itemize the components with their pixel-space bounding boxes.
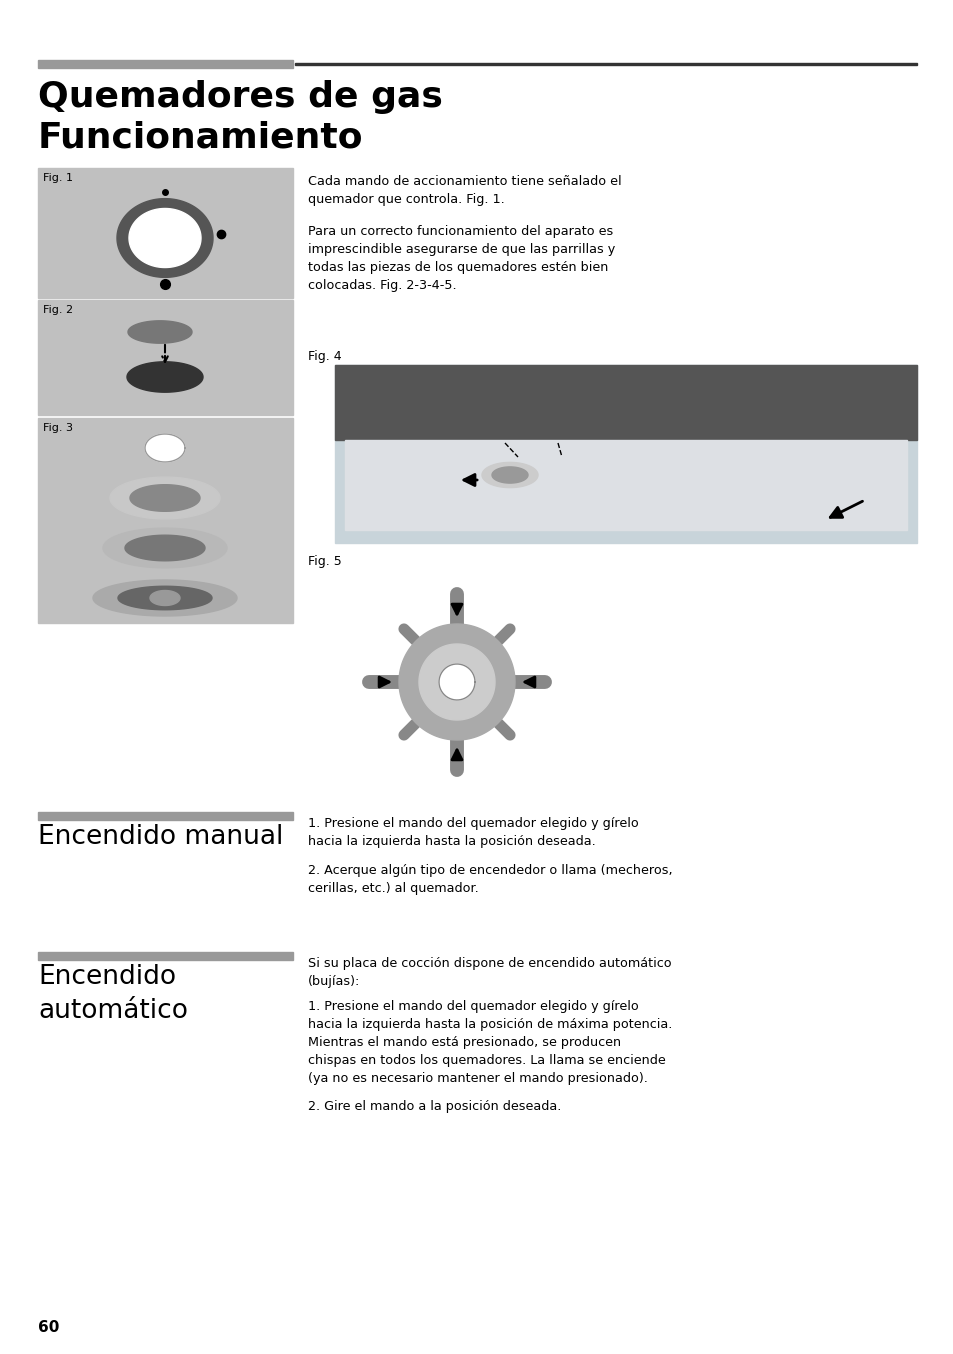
Polygon shape — [129, 209, 201, 268]
Text: Si su placa de cocción dispone de encendido automático
(bujías):: Si su placa de cocción dispone de encend… — [308, 957, 671, 988]
Bar — [38, 952, 293, 960]
Text: 2. Acerque algún tipo de encendedor o llama (mecheros,
cerillas, etc.) al quemad: 2. Acerque algún tipo de encendedor o ll… — [308, 864, 672, 895]
Bar — [38, 60, 293, 68]
Bar — [339, 570, 575, 785]
Polygon shape — [492, 467, 527, 483]
Text: Fig. 1: Fig. 1 — [43, 173, 73, 183]
Text: 2. Gire el mando a la posición deseada.: 2. Gire el mando a la posición deseada. — [308, 1099, 560, 1113]
Bar — [345, 440, 906, 529]
Text: 60: 60 — [38, 1320, 59, 1335]
Bar — [38, 301, 293, 414]
Polygon shape — [103, 528, 227, 567]
Polygon shape — [150, 590, 180, 605]
Bar — [335, 366, 916, 440]
Text: 1. Presione el mando del quemador elegido y gírelo
hacia la izquierda hasta la p: 1. Presione el mando del quemador elegid… — [308, 1001, 672, 1085]
Text: Para un correcto funcionamiento del aparato es
imprescindible asegurarse de que : Para un correcto funcionamiento del apar… — [308, 225, 615, 292]
Text: Fig. 2: Fig. 2 — [43, 305, 73, 315]
Bar — [38, 418, 293, 623]
Text: Quemadores de gas: Quemadores de gas — [38, 80, 442, 114]
Text: Fig. 4: Fig. 4 — [308, 349, 341, 363]
Bar — [335, 366, 916, 543]
Text: 1. Presione el mando del quemador elegido y gírelo
hacia la izquierda hasta la p: 1. Presione el mando del quemador elegid… — [308, 816, 639, 848]
Polygon shape — [438, 663, 475, 700]
Polygon shape — [118, 586, 212, 609]
Bar — [38, 812, 293, 821]
Polygon shape — [398, 624, 515, 741]
Polygon shape — [130, 485, 200, 512]
Polygon shape — [110, 477, 220, 519]
Text: Fig. 5: Fig. 5 — [308, 555, 341, 567]
Polygon shape — [481, 463, 537, 487]
Text: Fig. 3: Fig. 3 — [43, 422, 73, 433]
Bar — [38, 168, 293, 298]
Text: Encendido
automático: Encendido automático — [38, 964, 188, 1024]
Polygon shape — [117, 199, 213, 278]
Polygon shape — [125, 535, 205, 561]
Polygon shape — [418, 645, 495, 720]
Text: Cada mando de accionamiento tiene señalado el
quemador que controla. Fig. 1.: Cada mando de accionamiento tiene señala… — [308, 175, 621, 206]
Bar — [294, 64, 916, 65]
Text: Funcionamiento: Funcionamiento — [38, 121, 363, 154]
Polygon shape — [145, 435, 185, 462]
Polygon shape — [92, 580, 236, 616]
Polygon shape — [127, 362, 203, 393]
Text: Encendido manual: Encendido manual — [38, 825, 283, 850]
Polygon shape — [128, 321, 192, 343]
